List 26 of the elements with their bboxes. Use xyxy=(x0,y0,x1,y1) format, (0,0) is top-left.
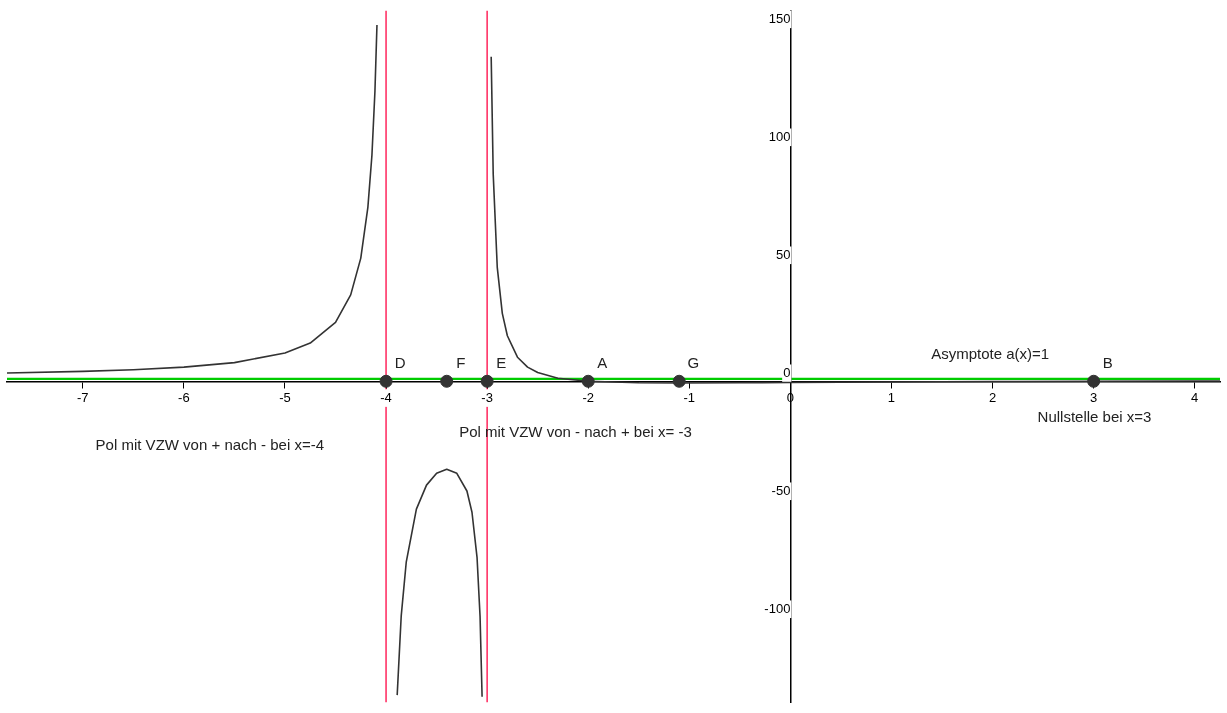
y-tick-label: 0 xyxy=(783,364,791,380)
y-tick-label: -100 xyxy=(764,600,791,616)
x-tick-label: -4 xyxy=(380,389,392,405)
x-tick-label: -1 xyxy=(683,389,696,405)
y-tick-label: 100 xyxy=(768,128,791,144)
annotation: A xyxy=(597,354,608,372)
annotation: Nullstelle bei x=3 xyxy=(1037,407,1152,425)
x-tick-label: 1 xyxy=(887,389,896,405)
x-tick-label: 3 xyxy=(1090,389,1098,405)
annotation: B xyxy=(1102,354,1113,372)
annotation: F xyxy=(456,354,466,372)
y-tick-label: -50 xyxy=(771,482,791,498)
annotation: G xyxy=(687,354,700,372)
annotation: E xyxy=(496,354,507,372)
x-tick-label: -7 xyxy=(77,389,89,405)
x-tick-label: 2 xyxy=(988,389,997,405)
x-tick-label: 4 xyxy=(1191,389,1199,405)
y-tick-label: 50 xyxy=(775,246,791,262)
annotation: Pol mit VZW von + nach - bei x=-4 xyxy=(95,436,325,454)
y-tick-label: 150 xyxy=(768,10,791,26)
x-tick-label: -2 xyxy=(582,389,595,405)
annotation: Asymptote a(x)=1 xyxy=(931,345,1050,363)
x-tick-label: -5 xyxy=(279,389,291,405)
annotation: D xyxy=(394,354,406,372)
x-tick-label: -3 xyxy=(481,389,493,405)
x-tick-label: -6 xyxy=(178,389,190,405)
